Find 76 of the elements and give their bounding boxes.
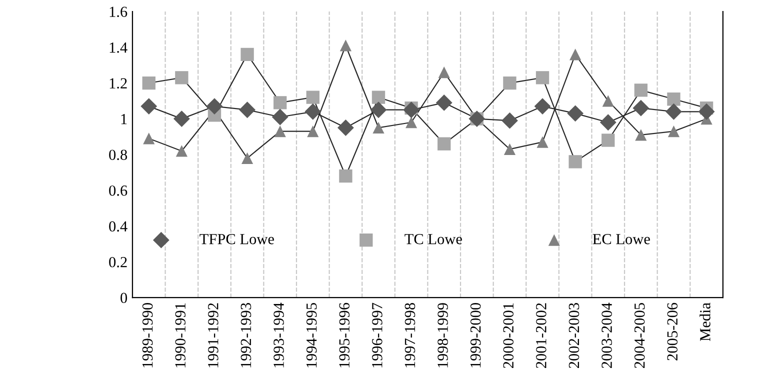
x-tick-label: 1998-1999 [438, 303, 448, 368]
y-tick-label: 1.4 [110, 42, 128, 53]
point [175, 71, 188, 84]
point [570, 48, 582, 60]
point [274, 126, 286, 138]
y-tick-label: 1 [121, 114, 127, 124]
point [403, 102, 420, 118]
point [274, 96, 287, 110]
y-tick-label: 0 [120, 292, 128, 304]
point [142, 76, 156, 90]
x-tick-label: 1993-1994 [274, 302, 284, 368]
legend-label: TC Lowe [404, 234, 462, 244]
y-tick-label: 1.6 [110, 6, 128, 18]
x-tick-label: 1995-1996 [339, 302, 350, 368]
x-tick-label: 1992-1993 [240, 303, 252, 368]
point [536, 71, 550, 84]
point [635, 129, 647, 141]
x-tick-label: 1989-1990 [142, 303, 153, 368]
x-tick-label: 2005-206 [667, 302, 678, 360]
point [667, 92, 680, 106]
point [173, 110, 190, 128]
point [666, 103, 682, 120]
point [436, 94, 452, 111]
x-tick-label: 2002-2003 [568, 303, 580, 368]
point [438, 137, 451, 150]
point [240, 48, 254, 62]
x-tick-label: 1990-1991 [175, 303, 186, 368]
point [140, 98, 158, 114]
x-tick-label: 2003-2004 [602, 302, 612, 368]
point [698, 103, 715, 120]
x-tick-label: 1991-1992 [208, 303, 218, 368]
x-tick-label: 1999-2000 [470, 303, 481, 368]
point [602, 95, 614, 107]
point [239, 102, 256, 118]
legend-label: TFPC Lowe [200, 234, 274, 244]
point [241, 152, 254, 164]
point [501, 112, 518, 129]
point [372, 122, 384, 134]
x-tick-label: 1996-1997 [372, 302, 382, 368]
point [370, 102, 387, 118]
point [438, 66, 450, 78]
point [304, 103, 322, 120]
point [272, 108, 288, 126]
point [503, 76, 516, 90]
point [176, 145, 188, 157]
point [405, 116, 418, 128]
point [534, 98, 551, 114]
point [504, 143, 516, 156]
point [339, 169, 352, 183]
y-tick-label: 0.2 [109, 256, 127, 268]
point [340, 40, 352, 52]
point [668, 126, 680, 138]
point [634, 84, 648, 97]
point [536, 136, 548, 148]
point [602, 134, 615, 147]
point [306, 90, 320, 104]
point [632, 100, 650, 116]
y-tick-label: 0.4 [109, 221, 128, 232]
x-tick-label: Media [700, 302, 710, 342]
point [568, 155, 582, 168]
point [307, 126, 319, 138]
legend-label: EC Lowe [592, 234, 650, 244]
x-tick-label: 1994-1995 [306, 303, 317, 368]
point [143, 132, 155, 144]
x-tick-label: 2004-2005 [634, 303, 645, 368]
point [337, 120, 354, 136]
y-tick-label: 1.2 [110, 78, 127, 89]
point [372, 90, 386, 104]
y-tick-label: 0.8 [109, 150, 128, 160]
y-tick-label: 0.6 [109, 185, 128, 196]
point [567, 105, 584, 122]
x-tick-label: 2000-2001 [503, 303, 514, 368]
point [206, 98, 223, 114]
x-tick-label: 2001-2002 [536, 303, 546, 368]
point [600, 114, 616, 131]
x-tick-label: 1997-1998 [404, 303, 416, 368]
